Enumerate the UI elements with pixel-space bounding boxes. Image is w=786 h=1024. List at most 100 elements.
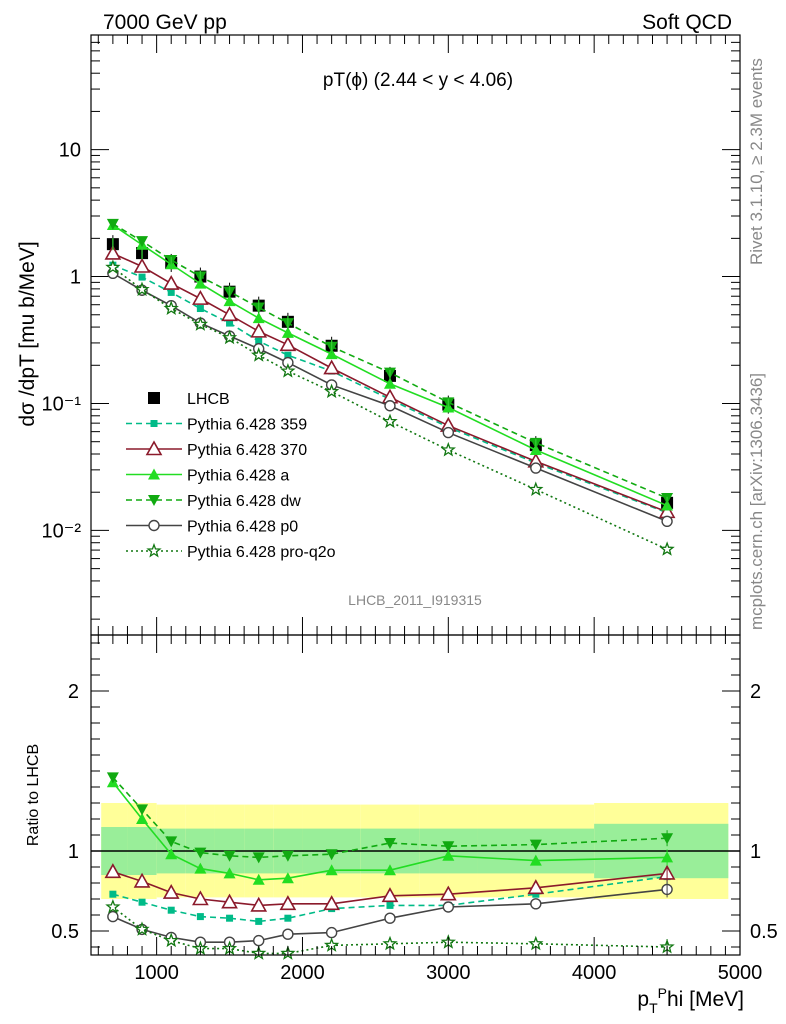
- ratio-point: [381, 887, 399, 903]
- legend-item: Pythia 6.428 p0: [126, 519, 298, 536]
- ratio-y-tick-label-right: 2: [750, 681, 761, 703]
- series-line: [112, 224, 668, 507]
- y-tick-label: 10⁻²: [42, 520, 82, 542]
- data-point: [192, 316, 209, 331]
- data-point: [252, 312, 265, 324]
- y-tick-label: 1: [70, 267, 81, 289]
- ratio-point: [252, 852, 265, 864]
- ratio-y-tick-label: 1: [68, 841, 79, 863]
- ratio-point: [439, 885, 457, 901]
- ratio-y-tick-label: 0.5: [51, 921, 79, 943]
- data-point: [280, 363, 296, 378]
- legend: LHCB Pythia 6.428 359 Pythia 6.428 370 Pyth…: [126, 391, 336, 561]
- ratio-frame: [90, 634, 741, 956]
- rivet-label: Rivet 3.1.10, ≥ 2.3M events: [747, 58, 766, 265]
- ratio-point: [530, 898, 542, 910]
- ratio-point: [194, 862, 207, 874]
- data-point: [250, 322, 268, 338]
- data-point: [106, 218, 119, 230]
- main-title: pT(ϕ) (2.44 < y < 4.06): [323, 70, 513, 91]
- ratio-point: [223, 850, 236, 862]
- ratio-point: [281, 872, 294, 884]
- data-point: [162, 274, 180, 290]
- ratio-point: [105, 898, 121, 914]
- ratio-point: [386, 901, 394, 909]
- ratio-point: [529, 839, 542, 851]
- header-right: Soft QCD: [642, 11, 732, 34]
- ratio-point: [281, 850, 294, 862]
- ratio-point: [279, 895, 297, 911]
- ratio-point: [192, 890, 209, 906]
- ratio-series-3: [106, 772, 674, 864]
- legend-label: Pythia 6.428 p0: [187, 519, 298, 536]
- data-point: [383, 377, 396, 389]
- ratio-point: [323, 895, 341, 911]
- data-point: [528, 481, 544, 496]
- ratio-line: [112, 875, 668, 923]
- ratio-point: [109, 890, 117, 898]
- data-point: [138, 273, 146, 281]
- ratio-point: [527, 879, 545, 895]
- legend-label: Pythia 6.428 a: [187, 468, 289, 485]
- legend-label: Pythia 6.428 359: [187, 417, 307, 434]
- data-point: [325, 348, 338, 360]
- ratio-series-2: [106, 776, 674, 885]
- ratio-point: [107, 910, 119, 923]
- data-point: [323, 383, 340, 399]
- data-point: [104, 244, 122, 260]
- ratio-point: [134, 921, 150, 936]
- ratio-point: [250, 896, 268, 912]
- data-point: [133, 257, 151, 273]
- ratio-point: [221, 893, 238, 909]
- ratio-ylabel: Ratio to LHCB: [25, 744, 42, 846]
- legend-label: Pythia 6.428 370: [187, 442, 307, 459]
- ratio-xlabel: pTPhi [MeV]: [637, 985, 744, 1016]
- ratio-point: [325, 864, 338, 876]
- ratio-point: [442, 841, 455, 853]
- ratio-point: [133, 872, 151, 888]
- legend-marker: [148, 519, 160, 532]
- ratio-series-4: [107, 881, 673, 948]
- ratio-point: [136, 813, 149, 824]
- legend-label: Pythia 6.428 pro-q2o: [187, 544, 336, 561]
- ratio-line: [112, 776, 668, 859]
- data-point: [661, 515, 673, 527]
- data-point: [284, 351, 292, 359]
- data-point: [221, 306, 238, 322]
- ratio-point: [104, 863, 122, 879]
- ratio-point: [325, 926, 338, 939]
- ratio-point: [255, 917, 263, 925]
- series-line: [112, 264, 668, 514]
- data-point: [255, 337, 263, 345]
- data-point: [440, 441, 456, 457]
- data-point: [442, 426, 455, 439]
- ratio-point: [282, 928, 294, 940]
- ratio-y-tick-label-right: 0.5: [750, 921, 778, 943]
- ratio-y-tick-label-right: 1: [750, 841, 761, 863]
- data-point: [105, 259, 121, 275]
- ratio-point: [194, 847, 207, 859]
- data-point: [279, 336, 297, 352]
- data-point: [221, 329, 238, 345]
- legend-label: Pythia 6.428 dw: [187, 493, 301, 510]
- x-tick-label: 4000: [572, 962, 617, 984]
- ratio-point: [196, 913, 204, 921]
- legend-marker: [148, 495, 160, 506]
- y-tick-label: 10⁻¹: [42, 393, 82, 415]
- ratio-y-tick-label: 2: [68, 681, 79, 703]
- legend-marker: [150, 420, 158, 427]
- ratio-point: [165, 848, 178, 860]
- ratio-point: [442, 849, 455, 861]
- ratio-point: [253, 934, 265, 947]
- ratio-point: [325, 849, 338, 861]
- ratio-point: [106, 772, 119, 784]
- x-tick-label: 5000: [718, 962, 763, 984]
- analysis-watermark: LHCB_2011_I919315: [348, 592, 482, 608]
- main-ylabel: dσ /dpT [mu b/MeV]: [16, 241, 39, 426]
- ratio-point: [529, 854, 542, 866]
- data-point: [659, 541, 675, 556]
- data-point: [192, 289, 209, 305]
- legend-item: Pythia 6.428 pro-q2o: [126, 542, 336, 561]
- ratio-point: [165, 836, 178, 848]
